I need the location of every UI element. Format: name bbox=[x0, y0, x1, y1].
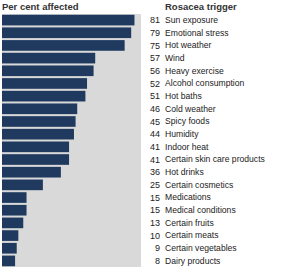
data-label: 13 bbox=[150, 218, 160, 228]
bar bbox=[2, 192, 27, 203]
category-label: Dairy products bbox=[165, 256, 220, 266]
data-label: 79 bbox=[150, 28, 160, 38]
bar bbox=[2, 15, 134, 26]
category-axis: Sun exposure Emotional stress Hot weather W… bbox=[165, 15, 265, 266]
category-label: Certain meats bbox=[165, 230, 219, 240]
tick: Heavy exercise bbox=[165, 66, 224, 76]
plot-frame bbox=[2, 14, 141, 267]
category-label: Hot drinks bbox=[165, 167, 204, 177]
bar bbox=[2, 65, 94, 76]
tick: Hot weather bbox=[165, 40, 211, 50]
category-label: Hot baths bbox=[165, 91, 202, 101]
bar bbox=[2, 78, 87, 89]
category-label: Emotional stress bbox=[165, 28, 229, 38]
category-label: Sun exposure bbox=[165, 15, 218, 25]
bar bbox=[2, 256, 15, 267]
data-label: 10 bbox=[150, 231, 160, 241]
bar bbox=[2, 91, 85, 102]
data-label: 15 bbox=[150, 205, 160, 215]
chart: 81 79 75 57 56 52 51 46 45 44 41 41 36 25 15 15 13 10 9 8 Su… bbox=[0, 0, 300, 268]
data-label: 75 bbox=[150, 41, 160, 51]
category-label: Alcohol consumption bbox=[165, 78, 245, 88]
category-label: Cold weather bbox=[165, 104, 216, 114]
bar bbox=[2, 167, 61, 178]
bar bbox=[2, 142, 69, 153]
tick: Indoor heat bbox=[165, 142, 209, 152]
tick: Wind bbox=[165, 53, 185, 63]
data-label: 46 bbox=[150, 104, 160, 114]
category-label: Wind bbox=[165, 53, 185, 63]
bar bbox=[2, 230, 18, 241]
bar bbox=[2, 116, 76, 127]
tick: Spicy foods bbox=[165, 116, 209, 126]
tick: Medical conditions bbox=[165, 205, 236, 215]
data-label: 51 bbox=[150, 91, 160, 101]
category-label: Medications bbox=[165, 192, 211, 202]
category-label: Certain vegetables bbox=[165, 243, 237, 253]
bar bbox=[2, 205, 27, 216]
data-label: 52 bbox=[150, 79, 160, 89]
category-label: Indoor heat bbox=[165, 142, 209, 152]
bar bbox=[2, 27, 131, 38]
bar bbox=[2, 40, 125, 51]
data-label: 25 bbox=[150, 180, 160, 190]
data-label: 8 bbox=[155, 256, 160, 266]
tick: Certain skin care products bbox=[165, 154, 265, 164]
bar bbox=[2, 180, 43, 191]
category-label: Heavy exercise bbox=[165, 66, 224, 76]
bar bbox=[2, 154, 69, 165]
category-label: Hot weather bbox=[165, 40, 211, 50]
tick: Alcohol consumption bbox=[165, 78, 245, 88]
tick: Hot drinks bbox=[165, 167, 204, 177]
category-label: Medical conditions bbox=[165, 205, 236, 215]
tick: Humidity bbox=[165, 129, 199, 139]
category-label: Spicy foods bbox=[165, 116, 209, 126]
bar bbox=[2, 53, 95, 64]
category-label: Humidity bbox=[165, 129, 199, 139]
y-axis-title: Rosacea trigger bbox=[165, 1, 237, 12]
data-label: 44 bbox=[150, 129, 160, 139]
tick: Hot baths bbox=[165, 91, 202, 101]
data-label: 45 bbox=[150, 117, 160, 127]
x-axis-title: Per cent affected bbox=[2, 1, 79, 12]
tick: Emotional stress bbox=[165, 28, 229, 38]
data-labels: 81 79 75 57 56 52 51 46 45 44 41 41 36 25 15 15 13 10 9 8 bbox=[150, 15, 160, 266]
data-label: 15 bbox=[150, 193, 160, 203]
tick: Certain fruits bbox=[165, 218, 214, 228]
bar bbox=[2, 218, 23, 229]
tick: Sun exposure bbox=[165, 15, 218, 25]
bar bbox=[2, 243, 17, 254]
category-label: Certain fruits bbox=[165, 218, 214, 228]
data-label: 41 bbox=[150, 155, 160, 165]
tick: Certain cosmetics bbox=[165, 180, 233, 190]
tick: Dairy products bbox=[165, 256, 220, 266]
data-label: 57 bbox=[150, 53, 160, 63]
bar bbox=[2, 103, 77, 114]
bars bbox=[2, 15, 134, 266]
data-label: 41 bbox=[150, 142, 160, 152]
category-label: Certain skin care products bbox=[165, 154, 265, 164]
data-label: 9 bbox=[155, 243, 160, 253]
category-label: Certain cosmetics bbox=[165, 180, 233, 190]
bar bbox=[2, 129, 74, 140]
tick: Cold weather bbox=[165, 104, 216, 114]
tick: Certain meats bbox=[165, 230, 219, 240]
data-label: 81 bbox=[150, 15, 160, 25]
data-label: 56 bbox=[150, 66, 160, 76]
tick: Certain vegetables bbox=[165, 243, 237, 253]
data-label: 36 bbox=[150, 167, 160, 177]
tick: Medications bbox=[165, 192, 211, 202]
